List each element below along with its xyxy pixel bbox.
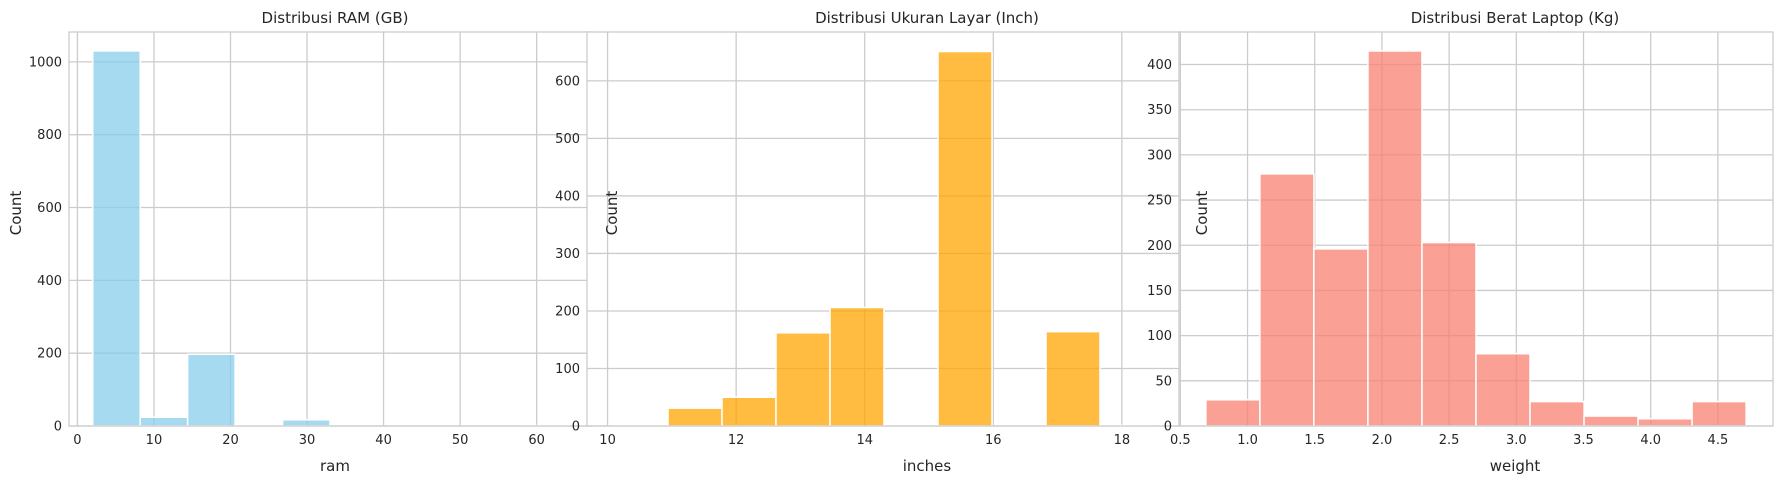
inches-x-tick-label: 18 bbox=[1114, 433, 1131, 448]
weight-y-tick-label: 300 bbox=[1147, 148, 1172, 163]
ram-x-tick-label: 30 bbox=[299, 433, 316, 448]
inches-chart-title: Distribusi Ukuran Layar (Inch) bbox=[815, 9, 1039, 27]
inches-x-tick-label: 14 bbox=[856, 433, 873, 448]
weight-y-axis-label: Count bbox=[1193, 191, 1211, 236]
inches-histogram-bar bbox=[775, 332, 831, 427]
weight-x-tick-label: 1.0 bbox=[1237, 433, 1258, 448]
ram-x-tick-label: 50 bbox=[452, 433, 469, 448]
weight-y-tick-label: 200 bbox=[1147, 239, 1172, 254]
weight-y-tick-label: 250 bbox=[1147, 194, 1172, 209]
inches-y-tick-label: 400 bbox=[555, 189, 580, 204]
ram-histogram-bar bbox=[186, 353, 236, 427]
weight-y-tick-label: 100 bbox=[1147, 329, 1172, 344]
inches-y-tick-label: 600 bbox=[555, 74, 580, 89]
inches-histogram-bar bbox=[937, 50, 993, 427]
weight-x-tick-label: 3.0 bbox=[1506, 433, 1527, 448]
weight-y-tick-label: 50 bbox=[1155, 374, 1172, 389]
inches-y-tick-label: 200 bbox=[555, 304, 580, 319]
inches-x-tick-label: 10 bbox=[599, 433, 616, 448]
ram-y-tick-label: 800 bbox=[37, 128, 62, 143]
weight-histogram-panel: 0.5 1.0 1.5 2.0 2.5 3.0 3.5 4.0 4.5 0 50 100 150 200 2… bbox=[1147, 9, 1774, 475]
weight-x-tick-label: 2.0 bbox=[1372, 433, 1393, 448]
weight-x-tick-label: 2.5 bbox=[1439, 433, 1460, 448]
weight-plot-frame bbox=[1178, 31, 1774, 427]
weight-histogram-bar bbox=[1529, 400, 1585, 427]
inches-histogram-bar bbox=[721, 396, 777, 427]
weight-histogram-bar bbox=[1421, 241, 1477, 427]
inches-x-tick-label: 16 bbox=[985, 433, 1002, 448]
inches-histogram-bar bbox=[667, 407, 723, 427]
ram-y-tick-label: 600 bbox=[37, 201, 62, 216]
weight-y-tick-label: 350 bbox=[1147, 103, 1172, 118]
weight-x-tick-label: 4.5 bbox=[1708, 433, 1729, 448]
ram-x-tick-label: 40 bbox=[375, 433, 392, 448]
inches-y-tick-label: 0 bbox=[572, 420, 580, 435]
ram-histogram-bar bbox=[91, 50, 141, 427]
inches-histogram-bar bbox=[829, 306, 885, 427]
inches-x-axis-label: inches bbox=[903, 457, 952, 475]
weight-y-tick-label: 0 bbox=[1164, 420, 1172, 435]
ram-x-tick-label: 0 bbox=[73, 433, 81, 448]
ram-x-tick-label: 60 bbox=[528, 433, 545, 448]
weight-histogram-bar bbox=[1475, 352, 1531, 427]
weight-histogram-bar bbox=[1205, 399, 1261, 427]
weight-histogram-bar bbox=[1583, 415, 1639, 427]
ram-y-axis-label: Count bbox=[7, 191, 25, 236]
weight-y-tick-label: 400 bbox=[1147, 58, 1172, 73]
ram-x-axis-label: ram bbox=[320, 457, 350, 475]
ram-y-tick-label: 200 bbox=[37, 347, 62, 362]
weight-y-tick-label: 150 bbox=[1147, 284, 1172, 299]
weight-histogram-bar bbox=[1691, 400, 1747, 427]
weight-histogram-bar bbox=[1367, 50, 1423, 427]
ram-x-tick-label: 10 bbox=[146, 433, 163, 448]
inches-y-axis-label: Count bbox=[603, 191, 621, 236]
inches-histogram-bar bbox=[1045, 330, 1101, 427]
inches-x-tick-label: 12 bbox=[728, 433, 745, 448]
weight-x-tick-label: 4.0 bbox=[1640, 433, 1661, 448]
ram-chart-title: Distribusi RAM (GB) bbox=[262, 9, 409, 27]
weight-x-tick-label: 0.5 bbox=[1170, 433, 1191, 448]
weight-histogram-bar bbox=[1313, 248, 1369, 427]
inches-y-tick-label: 100 bbox=[555, 362, 580, 377]
weight-x-tick-label: 1.5 bbox=[1304, 433, 1325, 448]
ram-y-tick-label: 0 bbox=[54, 420, 62, 435]
inches-y-tick-label: 300 bbox=[555, 247, 580, 262]
ram-histogram-bar bbox=[281, 419, 331, 427]
ram-y-tick-label: 1000 bbox=[29, 55, 62, 70]
weight-x-tick-label: 3.5 bbox=[1573, 433, 1594, 448]
weight-chart-title: Distribusi Berat Laptop (Kg) bbox=[1411, 9, 1620, 27]
weight-histogram-bar bbox=[1637, 418, 1693, 427]
ram-y-tick-label: 400 bbox=[37, 274, 62, 289]
ram-x-tick-label: 20 bbox=[222, 433, 239, 448]
ram-plot-area bbox=[69, 32, 591, 426]
inches-y-tick-label: 500 bbox=[555, 132, 580, 147]
weight-histogram-bar bbox=[1259, 173, 1315, 427]
weight-x-axis-label: weight bbox=[1490, 457, 1541, 475]
ram-histogram-bar bbox=[139, 416, 189, 427]
